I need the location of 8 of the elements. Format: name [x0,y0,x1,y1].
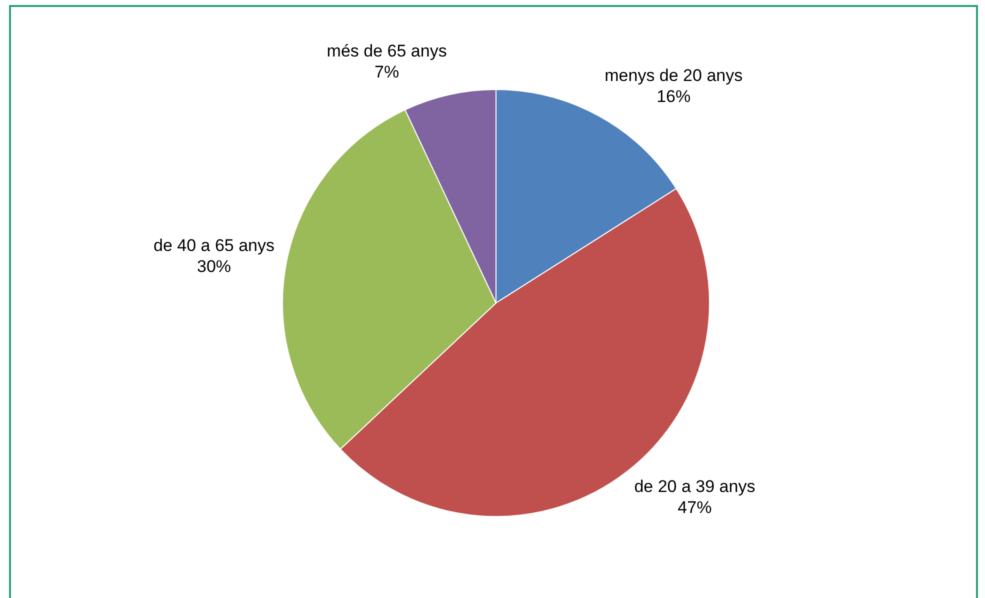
slice-label: més de 65 anys [326,42,447,61]
data-label: 16% [656,87,691,106]
slice-label: de 40 a 65 anys [154,236,274,255]
slice-label: menys de 20 anys [604,66,743,86]
data-label: 47% [678,498,712,517]
data-label: 7% [374,62,400,82]
slice-label: de 20 a 39 anys [634,476,756,496]
data-label: 30% [196,257,232,276]
